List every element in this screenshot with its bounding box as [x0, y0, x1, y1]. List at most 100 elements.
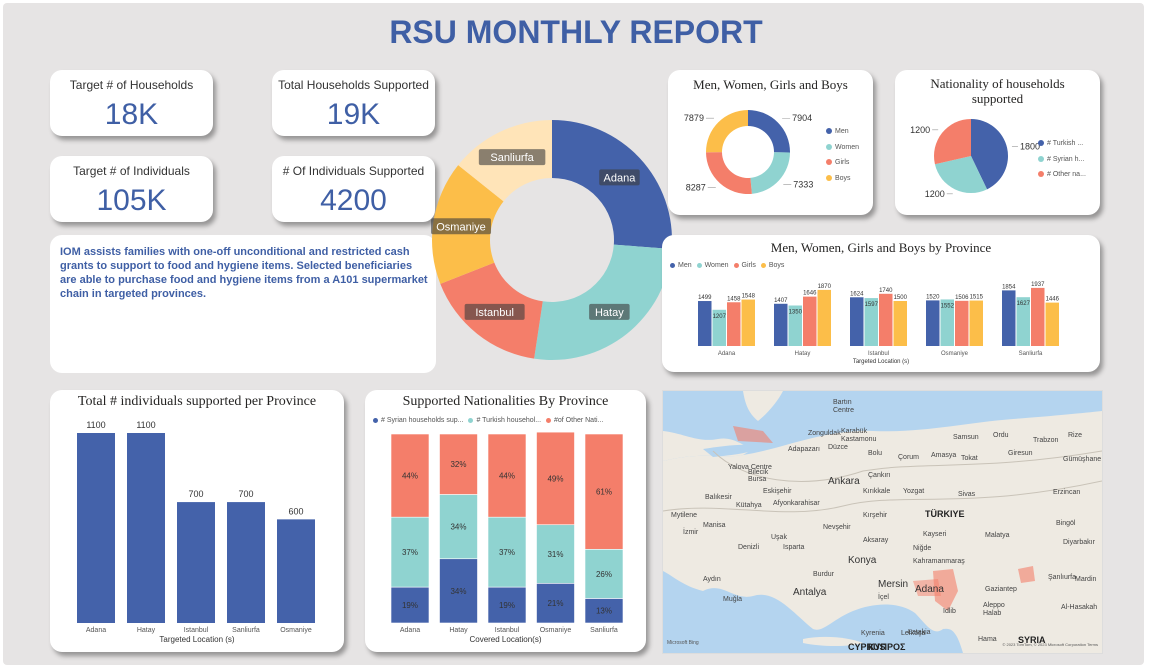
bar-men[interactable]	[926, 300, 940, 346]
data-label: 1854	[1002, 284, 1016, 290]
stacked-segment[interactable]	[487, 586, 527, 624]
tick-label: Hatay	[449, 627, 468, 634]
chart-title: Men, Women, Girls and Boys by Province	[770, 240, 992, 255]
map-logo: Microsoft Bing	[667, 640, 699, 646]
data-label: 1937	[1031, 282, 1045, 288]
stacked-segment[interactable]	[439, 494, 478, 560]
tick-label: Osmaniye	[280, 627, 312, 634]
map-label: Ankara	[828, 476, 860, 487]
data-label: 1458	[727, 296, 741, 302]
kpi-target-households: Target # of Households 18K	[50, 70, 213, 136]
bar-girls[interactable]	[803, 296, 817, 346]
map-label: Amasya	[931, 452, 956, 459]
bar-men[interactable]	[774, 303, 788, 346]
map-label: Adana	[915, 584, 944, 595]
bar-adana[interactable]	[77, 433, 115, 623]
pie-slice-2[interactable]	[934, 119, 971, 165]
donut-slice-men[interactable]	[748, 110, 790, 153]
stacked-segment[interactable]	[390, 516, 430, 588]
legend-item-syrian: # Syrian h...	[1038, 152, 1086, 168]
stacked-segment[interactable]	[439, 433, 478, 495]
legend-item-boys: Boys	[826, 171, 859, 187]
stacked-segment[interactable]	[584, 548, 624, 599]
stacked-segment[interactable]	[487, 433, 527, 518]
bar-boys[interactable]	[817, 289, 832, 346]
map-label: Erzincan	[1053, 489, 1080, 496]
stacked-segment[interactable]	[439, 558, 478, 624]
kpi-target-individuals: Target # of Individuals 105K	[50, 156, 213, 222]
map-label: Bartın	[833, 399, 852, 406]
data-label: 1407	[774, 298, 788, 304]
map-label: Burdur	[813, 571, 835, 578]
data-label: 13%	[596, 607, 612, 616]
map-panel[interactable]: Bartın Centre Zonguldak Karabük Kastamonu Sam…	[662, 390, 1103, 654]
map-label: Gaziantep	[985, 586, 1017, 593]
bar-girls[interactable]	[955, 300, 969, 346]
map-label: Mardin	[1075, 576, 1097, 583]
bar-women[interactable]	[1016, 297, 1031, 346]
pie-slice-1[interactable]	[934, 156, 988, 193]
map-label: Bolu	[868, 450, 882, 457]
bar-women[interactable]	[940, 299, 955, 346]
bar-girls[interactable]	[1031, 287, 1045, 346]
stacked-segment[interactable]	[487, 516, 527, 588]
bar-sanliurfa[interactable]	[227, 502, 265, 623]
tick-label: Hatay	[795, 351, 811, 357]
data-label: 7879	[684, 113, 704, 123]
data-label: 1552	[941, 303, 955, 309]
donut-slice-boys[interactable]	[706, 110, 748, 153]
donut-slice-women[interactable]	[750, 152, 790, 194]
bar-women[interactable]	[788, 305, 803, 347]
legend-item-girls: Girls	[733, 262, 756, 269]
bar-women[interactable]	[712, 309, 727, 346]
data-label: 1515	[970, 295, 984, 301]
map-label: Rize	[1068, 432, 1082, 439]
tick-label: Istanbul	[868, 351, 889, 357]
bar-boys[interactable]	[969, 300, 984, 346]
province-total-bar-card: Total # individuals supported per Provin…	[50, 390, 344, 652]
stacked-segment[interactable]	[536, 524, 575, 584]
kpi-individuals-supported: # Of Individuals Supported 4200	[272, 156, 435, 222]
map-label: Adapazarı	[788, 446, 820, 453]
chart-title: Men, Women, Girls and Boys	[693, 77, 848, 92]
tick-label: Osmaniye	[540, 627, 572, 634]
data-label: 1627	[1017, 301, 1031, 307]
bar-men[interactable]	[850, 297, 864, 346]
donut-slice-hatay[interactable]	[534, 244, 672, 361]
stacked-segment[interactable]	[584, 433, 624, 550]
legend-item-turkish: # Turkish ...	[1038, 136, 1086, 152]
map-label: Bingöl	[1056, 520, 1076, 527]
data-label: 1200	[910, 125, 930, 135]
data-label: 700	[238, 489, 253, 499]
bar-men[interactable]	[698, 301, 712, 346]
map-label: Manisa	[703, 522, 726, 529]
bar-boys[interactable]	[1045, 302, 1060, 346]
chart-title: Total # individuals supported per Provin…	[77, 394, 317, 409]
stacked-segment[interactable]	[584, 598, 624, 624]
bar-boys[interactable]	[741, 299, 756, 346]
pie-slice-0[interactable]	[971, 119, 1008, 190]
bar-boys[interactable]	[893, 301, 908, 346]
data-label: 8287	[686, 183, 706, 193]
map-label: Çorum	[898, 454, 919, 461]
donut-slice-girls[interactable]	[706, 152, 752, 194]
slice-label-box	[431, 218, 492, 235]
bar-istanbul[interactable]	[177, 502, 215, 623]
data-label: 32%	[450, 460, 466, 469]
bar-girls[interactable]	[727, 302, 741, 346]
stacked-segment[interactable]	[390, 433, 430, 518]
bar-osmaniye[interactable]	[277, 519, 315, 623]
stacked-segment[interactable]	[536, 431, 575, 526]
bar-women[interactable]	[864, 298, 879, 346]
map-label: Samsun	[953, 434, 979, 441]
bar-girls[interactable]	[879, 293, 893, 346]
map-label: Kahramanmaraş	[913, 558, 965, 565]
bar-men[interactable]	[1002, 290, 1016, 346]
bar-hatay[interactable]	[127, 433, 165, 623]
data-label: 34%	[450, 523, 466, 532]
gender-legend: Men Women Girls Boys	[826, 124, 859, 186]
map-label: Bilecik	[748, 469, 769, 476]
kpi-value: 4200	[320, 184, 387, 217]
tick-label: Hatay	[137, 627, 156, 634]
